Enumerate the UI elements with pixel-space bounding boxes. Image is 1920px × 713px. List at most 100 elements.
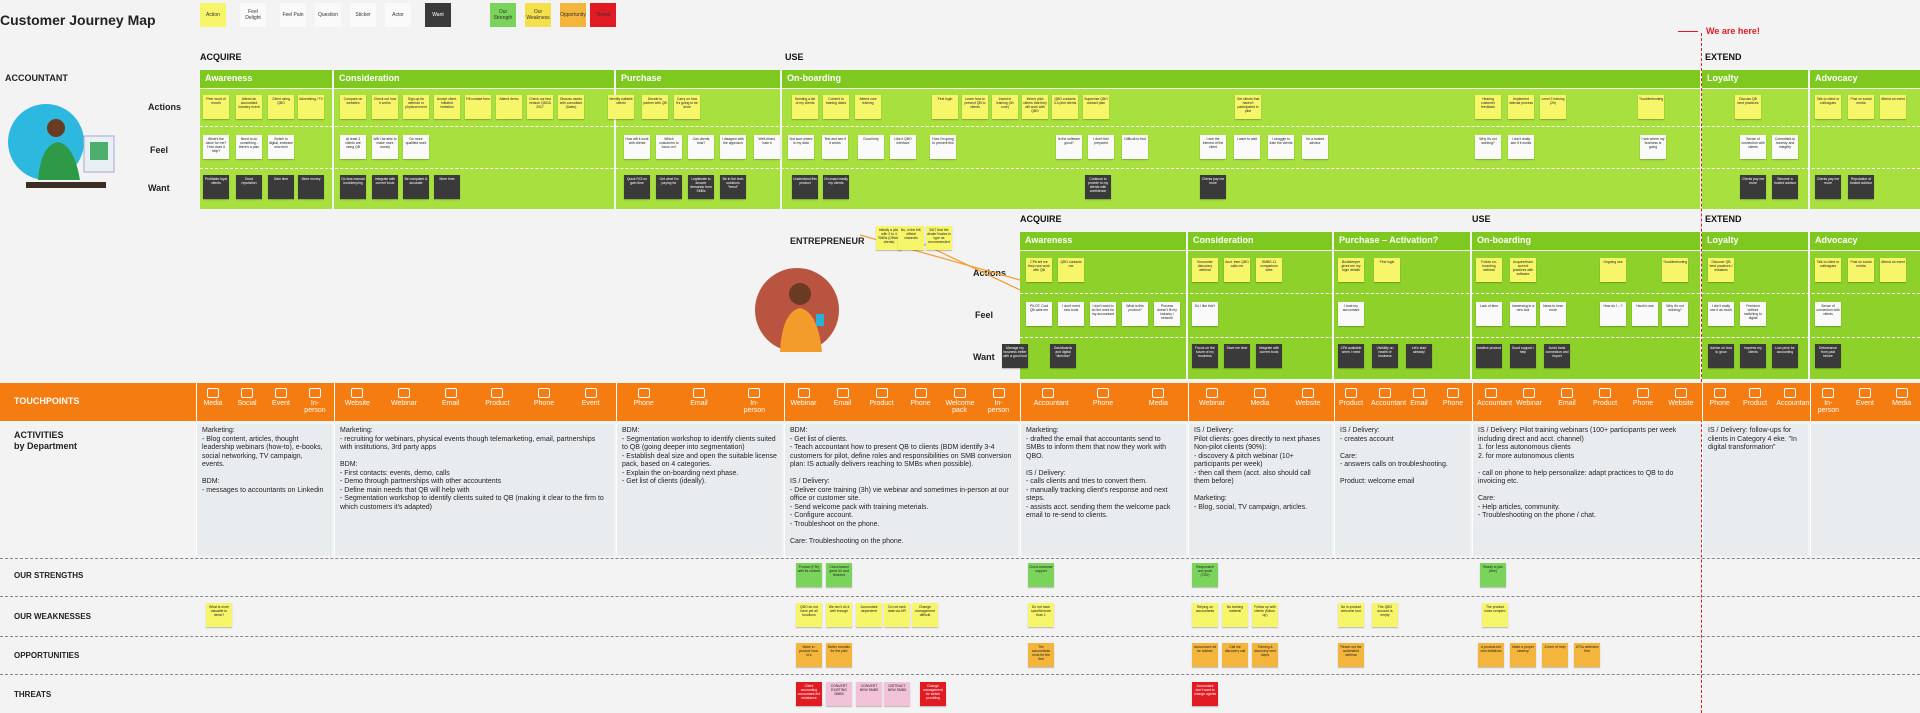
ent-stage-header: On-boarding	[1472, 232, 1700, 250]
opportunity-sticky: Make a proper cleanup	[1510, 643, 1536, 667]
feel-sticky: Like it QBO interface	[890, 135, 916, 159]
activity-column: IS / Delivery: Pilot clients: goes direc…	[1188, 424, 1332, 556]
action-sticky: Talk to client or colleagues	[1815, 258, 1841, 282]
feel-sticky: Ideas to hear more	[1540, 302, 1566, 326]
feel-sticky: How I'm going to present this	[930, 135, 956, 159]
want-sticky: Advice on how to grow	[1708, 344, 1734, 368]
legend-item: Action	[200, 3, 226, 27]
touchpoint-icon	[953, 388, 966, 398]
ent-row-label-actions: Actions	[973, 268, 1007, 278]
want-sticky: Integrate with current tools	[1256, 344, 1282, 368]
touchpoint-icon	[836, 388, 849, 398]
action-sticky: Post on social media	[1848, 95, 1874, 119]
want-sticky: Profitable loyal clients	[203, 175, 229, 199]
action-sticky: Advertising / TV	[298, 95, 324, 119]
action-sticky: Talk to client or colleagues	[1815, 95, 1841, 119]
activity-column: BDM: - Get list of clients. - Teach acco…	[784, 424, 1018, 556]
touchpoint-icon	[1379, 388, 1391, 398]
divider	[0, 558, 1920, 559]
want-sticky: Integrate with current tools	[372, 175, 398, 199]
action-sticky: Carry on how it's going to be done	[674, 95, 700, 119]
feel-sticky: I disagree with the approach	[720, 135, 746, 159]
touchpoint-icon	[398, 388, 410, 398]
want-sticky: Become a trusted advisor	[1772, 175, 1798, 199]
ent-phase-extend: EXTEND	[1705, 214, 1742, 224]
feel-sticky: How do I ...?	[1600, 302, 1626, 326]
touchpoint-product: Product	[868, 388, 896, 407]
action-sticky: Discover QB best practices / mistakes	[1708, 258, 1734, 282]
touchpoint-label: Product	[1592, 400, 1618, 407]
action-sticky: First login	[1374, 258, 1400, 282]
weakness-sticky: No training material	[1222, 603, 1248, 627]
strength-sticky: Good customer support	[1028, 563, 1054, 587]
feel-sticky: Test and see if it works	[822, 135, 848, 159]
opportunities-label: OPPORTUNITIES	[14, 651, 80, 660]
legend-item: Sticker	[350, 3, 376, 27]
callout-sticky: Initially a pilot with 3 to 4 SMBs (Offi…	[876, 226, 902, 250]
feel-sticky: PILOT: Cool QB calls me	[1026, 302, 1052, 326]
action-sticky: CPA tell me they now work with QB	[1026, 258, 1052, 282]
want-sticky: Good support / help	[1510, 344, 1536, 368]
activity-column: Marketing: - Blog content, articles, tho…	[196, 424, 332, 556]
threat-sticky: DISTRACT NEW SMBS	[884, 682, 910, 706]
want-sticky: Be in the tech solutions "trend"	[720, 175, 746, 199]
activity-column: IS / Delivery: follow-ups for clients in…	[1702, 424, 1808, 556]
arrow-right-icon	[1678, 31, 1698, 32]
touchpoint-icon	[351, 388, 364, 398]
opportunity-sticky: The accountants must be the first	[1028, 643, 1054, 667]
touchpoint-icon	[584, 388, 597, 398]
action-sticky: Discuss needs with consultant (Sales)	[558, 95, 584, 119]
touchpoint-icon	[1254, 388, 1266, 398]
opportunity-sticky: Call me discovery call	[1222, 643, 1248, 667]
touchpoint-media: Media	[1888, 388, 1916, 407]
touchpoint-icon	[992, 388, 1005, 398]
touchpoint-icon	[1206, 388, 1218, 398]
touch-separator	[196, 383, 197, 421]
legend-item: Threat	[590, 3, 616, 27]
feel-sticky: I want to wait	[1234, 135, 1260, 159]
action-sticky: Accept client-initiated invitation	[434, 95, 460, 119]
touch-separator	[1472, 383, 1473, 421]
feel-sticky: At least 3 clients are using QB	[340, 135, 366, 159]
action-sticky: QBO contacts me	[1058, 258, 1084, 282]
touchpoint-phone: Phone	[530, 388, 558, 407]
action-sticky: SMBS-11 comparison sites	[1256, 258, 1282, 282]
feel-sticky: Well-timed, hate it	[754, 135, 780, 159]
touchpoint-icon	[1523, 388, 1535, 398]
want-sticky: Gain time	[268, 175, 294, 199]
feel-sticky: Can clients trust?	[688, 135, 714, 159]
weakness-sticky: The QBO account is empty	[1372, 603, 1398, 627]
feel-sticky: Immersing in a new tool	[1510, 302, 1536, 326]
weakness-sticky: Change management difficult	[912, 603, 938, 627]
touchpoint-email: Email	[1405, 388, 1433, 407]
touch-separator	[1334, 383, 1335, 421]
touchpoint-social: Social	[233, 388, 261, 407]
touchpoint-label: Social	[237, 400, 257, 407]
row-label-actions: Actions	[148, 102, 182, 112]
touchpoint-icon	[1599, 388, 1611, 398]
legend-item: Question	[315, 3, 341, 27]
want-sticky: Let's start already!	[1406, 344, 1432, 368]
touchpoint-label: Webinar	[1516, 400, 1542, 407]
opportunity-sticky: A form of help	[1542, 643, 1568, 667]
feel-sticky: Do more qualified work	[403, 135, 429, 159]
feel-sticky: Why it's not working?	[1662, 302, 1688, 326]
feel-sticky: Why it's not working?	[1475, 135, 1501, 159]
threats-label: THREATS	[14, 690, 52, 699]
phase-extend: EXTEND	[1705, 52, 1742, 62]
action-sticky: Decide to partner with QB	[642, 95, 668, 119]
activities-sublabel: by Department	[14, 441, 78, 451]
touchpoint-icon	[637, 388, 650, 398]
touchpoint-icon	[1859, 388, 1871, 398]
touchpoint-label: Product	[485, 400, 510, 407]
activity-column	[1810, 424, 1920, 556]
action-sticky: Bookkeeper gives me my login details	[1338, 258, 1364, 282]
want-sticky: Dashboards and digital "direction"	[1050, 344, 1076, 368]
want-sticky: More time	[434, 175, 460, 199]
acc-row-divider	[200, 168, 1920, 169]
want-sticky: Reputation of trusted advisor	[1848, 175, 1874, 199]
touchpoint-email: Email	[1553, 388, 1581, 407]
touchpoint-icon	[1561, 388, 1573, 398]
want-sticky: More money	[298, 175, 324, 199]
action-sticky: Acct. then QBO calls me	[1224, 258, 1250, 282]
